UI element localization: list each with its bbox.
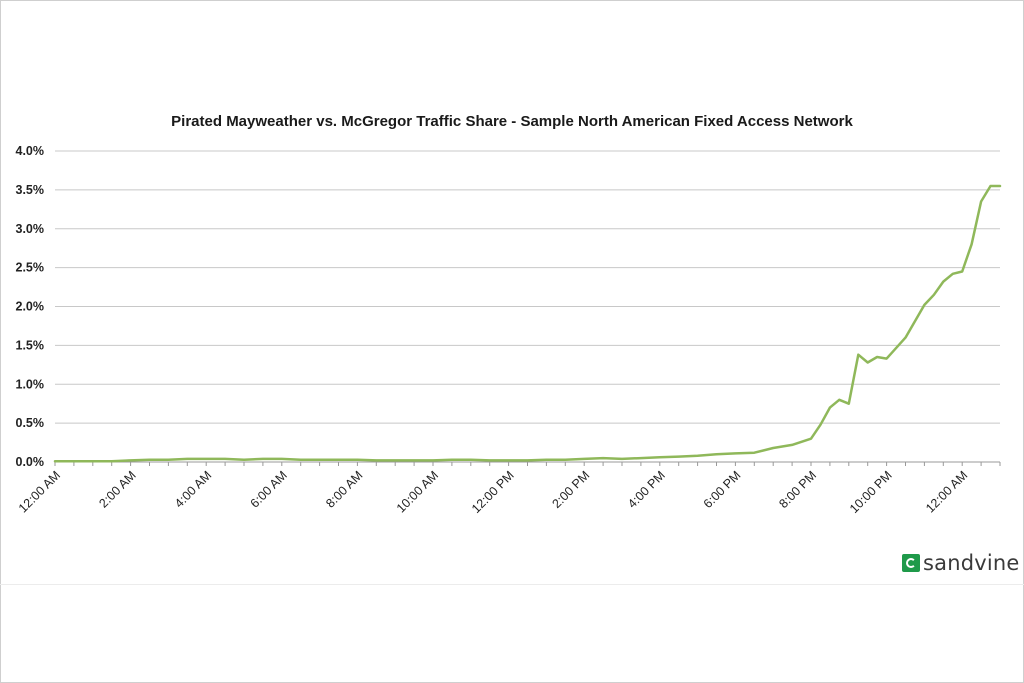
x-tick-label: 10:00 PM: [847, 468, 895, 516]
x-axis: 12:00 AM 2:00 AM 4:00 AM 6:00 AM 8:00 AM 10:0…: [16, 462, 1001, 516]
x-tick-label: 10:00 AM: [394, 468, 441, 515]
x-tick-label: 6:00 PM: [701, 468, 744, 511]
x-tick-label: 4:00 AM: [172, 468, 214, 510]
chart-title: Pirated Mayweather vs. McGregor Traffic …: [171, 113, 853, 130]
x-tick-label: 2:00 PM: [549, 468, 592, 511]
y-tick-label: 1.5%: [16, 338, 45, 352]
y-axis-ticks: 0.0% 0.5% 1.0% 1.5% 2.0% 2.5% 3.0% 3.5% 4.0%: [16, 144, 45, 469]
traffic-share-line: [53, 184, 1002, 463]
x-tick-label: 12:00 PM: [469, 468, 517, 516]
x-tick-label: 12:00 AM: [16, 468, 63, 515]
y-tick-label: 2.0%: [16, 300, 45, 314]
x-tick-label: 6:00 AM: [248, 468, 290, 510]
x-tick-label: 8:00 AM: [323, 468, 365, 510]
y-tick-label: 0.0%: [16, 455, 45, 469]
x-tick-label: 8:00 PM: [776, 468, 819, 511]
series-group: [53, 184, 1002, 463]
y-tick-label: 2.5%: [16, 261, 45, 275]
sandvine-logo-icon: [902, 554, 920, 572]
gridlines: [55, 150, 1000, 463]
y-tick-label: 1.0%: [16, 377, 45, 391]
footer-divider: [0, 584, 1024, 585]
sandvine-logo: sandvine: [902, 548, 1020, 578]
y-tick-label: 3.5%: [16, 183, 45, 197]
x-tick-label: 2:00 AM: [96, 468, 138, 510]
y-tick-label: 4.0%: [16, 144, 45, 158]
x-tick-label: 4:00 PM: [625, 468, 668, 511]
y-tick-label: 3.0%: [16, 222, 45, 236]
y-tick-label: 0.5%: [16, 416, 45, 430]
logo-text: sandvine: [923, 551, 1020, 575]
x-tick-label: 12:00 AM: [923, 468, 970, 515]
